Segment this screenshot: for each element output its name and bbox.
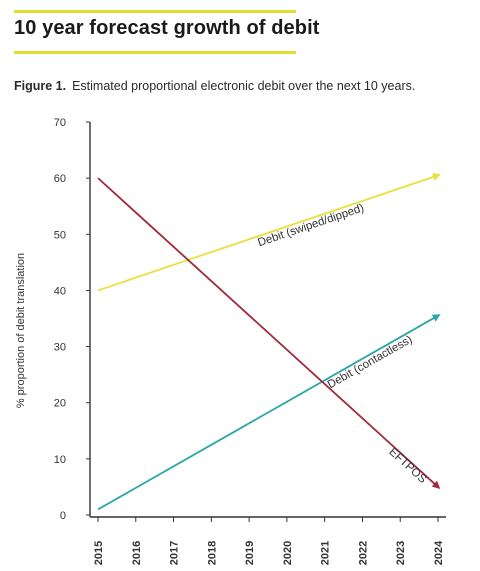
y-tick-label: 40 (54, 285, 66, 297)
series-labels: Debit (swiped/dipped) Debit (contactless)… (256, 202, 428, 486)
title-underline (14, 51, 296, 54)
y-tick-label: 70 (54, 117, 66, 129)
series-line-eftpos (97, 177, 441, 489)
x-tick-label: 2018 (206, 541, 218, 565)
x-tick-label: 2016 (131, 541, 143, 565)
x-tick-label: 2015 (93, 541, 105, 565)
figure-label: Figure 1. (14, 79, 67, 93)
y-tick-label: 60 (54, 173, 66, 185)
series-label-swiped: Debit (swiped/dipped) (256, 202, 365, 249)
figure-caption-text: Estimated proportional electronic debit … (72, 79, 416, 93)
y-tick-label: 20 (54, 398, 66, 410)
y-axis-title: % proportion of debit translation (15, 253, 27, 408)
y-tick-label: 10 (54, 454, 66, 466)
page-title: 10 year forecast growth of debit (14, 17, 320, 39)
top-accent-bar (14, 10, 296, 13)
y-tick-label: 50 (54, 229, 66, 241)
x-tick-label: 2022 (357, 541, 369, 565)
x-tick-label: 2024 (433, 540, 445, 565)
series-label-contactless: Debit (contactless) (326, 334, 415, 392)
series-label-eftpos: EFTPOS (386, 446, 428, 486)
y-tick-label: 0 (60, 510, 66, 522)
x-tick-label: 2017 (169, 541, 181, 565)
figure-caption: Figure 1. Estimated proportional electron… (14, 79, 415, 93)
x-tick-label: 2019 (244, 541, 256, 565)
y-tick-label: 30 (54, 342, 66, 354)
x-tick-label: 2023 (395, 541, 407, 565)
series-line-swiped (97, 173, 441, 292)
x-tick-label: 2020 (282, 541, 294, 565)
x-tick-label: 2021 (320, 541, 332, 565)
series-line-contactless (97, 314, 441, 511)
axes: 0 10 20 30 40 50 60 70 2015 2016 2017 2018 2019 2020 2… (15, 117, 446, 565)
series-lines (97, 173, 441, 511)
